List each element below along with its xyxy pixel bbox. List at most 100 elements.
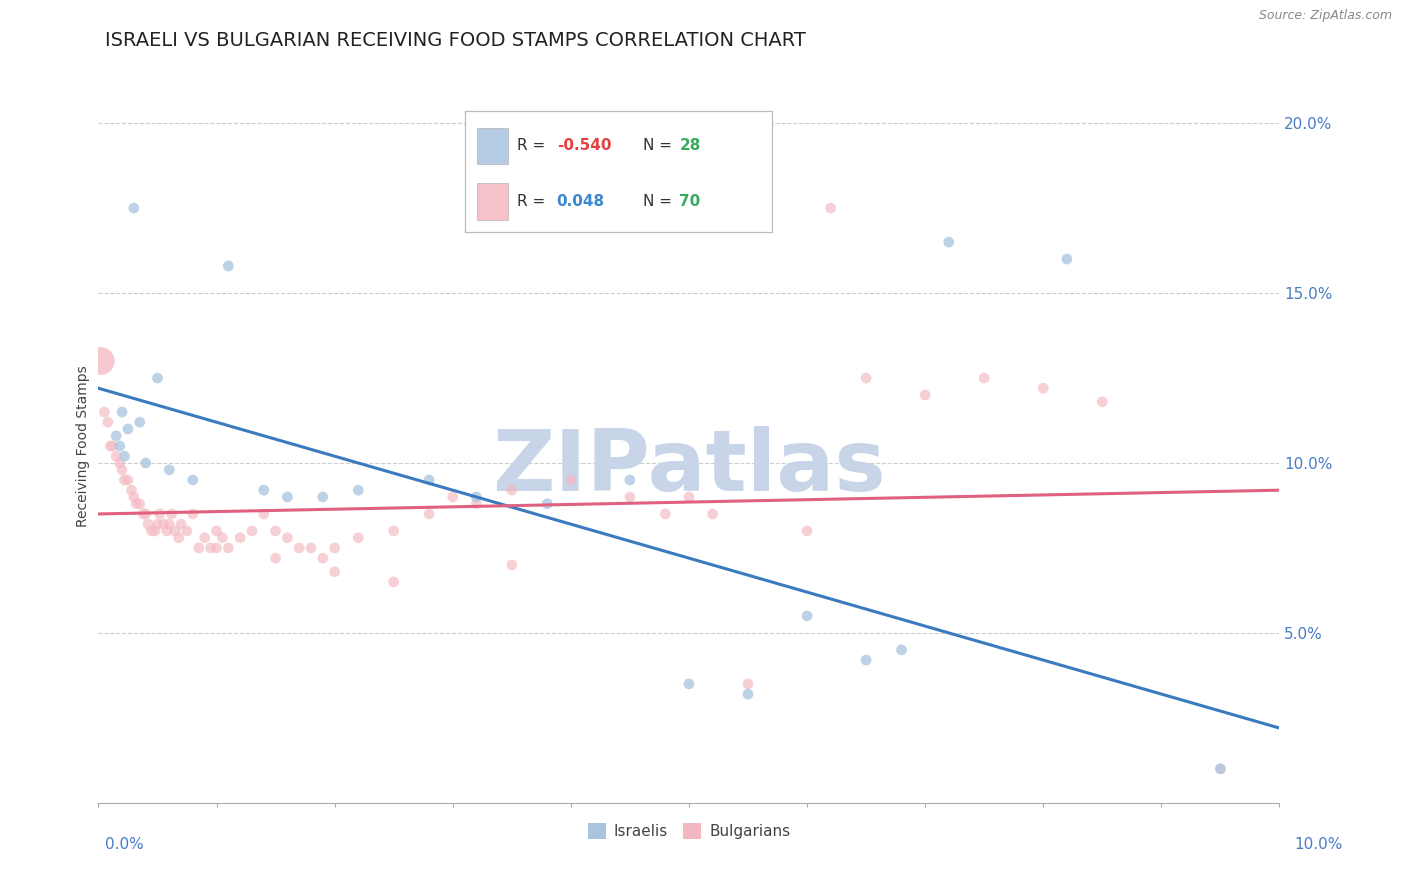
- Point: [382, 524, 405, 538]
- Point: [1209, 762, 1232, 776]
- Point: [253, 507, 276, 521]
- Point: [117, 473, 139, 487]
- Point: [276, 490, 298, 504]
- Point: [205, 541, 228, 555]
- Point: [152, 517, 174, 532]
- Point: [136, 517, 159, 532]
- Point: [105, 449, 128, 463]
- Text: Source: ZipAtlas.com: Source: ZipAtlas.com: [1258, 9, 1392, 22]
- Point: [382, 574, 405, 589]
- Point: [855, 371, 877, 385]
- Point: [1209, 762, 1232, 776]
- Point: [796, 608, 818, 623]
- Point: [112, 473, 135, 487]
- Point: [619, 473, 641, 487]
- Point: [125, 497, 148, 511]
- Point: [702, 507, 724, 521]
- Point: [855, 653, 877, 667]
- Point: [98, 439, 121, 453]
- Point: [299, 541, 322, 555]
- Point: [170, 517, 193, 532]
- Point: [619, 490, 641, 504]
- Point: [1032, 381, 1054, 395]
- Point: [347, 531, 370, 545]
- Point: [141, 524, 163, 538]
- Point: [211, 531, 233, 545]
- Point: [122, 490, 145, 504]
- Point: [737, 677, 759, 691]
- Point: [105, 429, 128, 443]
- Text: 10.0%: 10.0%: [1295, 837, 1343, 852]
- Point: [117, 422, 139, 436]
- Point: [135, 456, 157, 470]
- Text: ZIPatlas: ZIPatlas: [492, 425, 886, 509]
- Point: [217, 541, 239, 555]
- Point: [97, 415, 120, 429]
- Point: [312, 490, 335, 504]
- Point: [418, 473, 440, 487]
- Point: [560, 473, 582, 487]
- Point: [156, 524, 179, 538]
- Point: [654, 507, 676, 521]
- Point: [312, 551, 335, 566]
- Point: [276, 531, 298, 545]
- Point: [501, 483, 523, 498]
- Y-axis label: Receiving Food Stamps: Receiving Food Stamps: [76, 365, 90, 527]
- Point: [108, 439, 131, 453]
- Point: [160, 507, 183, 521]
- Point: [264, 551, 287, 566]
- Point: [121, 483, 143, 498]
- Point: [101, 439, 124, 453]
- Point: [347, 483, 370, 498]
- Point: [441, 490, 464, 504]
- Point: [128, 497, 150, 511]
- Point: [181, 473, 204, 487]
- Point: [205, 524, 228, 538]
- Point: [240, 524, 263, 538]
- Point: [93, 405, 115, 419]
- Point: [536, 497, 558, 511]
- Point: [501, 558, 523, 572]
- Point: [678, 677, 700, 691]
- Point: [253, 483, 276, 498]
- Point: [181, 507, 204, 521]
- Point: [796, 524, 818, 538]
- Point: [418, 507, 440, 521]
- Point: [465, 490, 488, 504]
- Point: [146, 371, 169, 385]
- Point: [194, 531, 217, 545]
- Point: [938, 235, 960, 249]
- Point: [323, 565, 346, 579]
- Point: [122, 201, 145, 215]
- Point: [157, 463, 180, 477]
- Point: [112, 449, 135, 463]
- Point: [132, 507, 155, 521]
- Legend: Israelis, Bulgarians: Israelis, Bulgarians: [582, 817, 796, 845]
- Point: [187, 541, 209, 555]
- Point: [890, 643, 912, 657]
- Point: [465, 497, 488, 511]
- Point: [820, 201, 842, 215]
- Text: 0.0%: 0.0%: [105, 837, 145, 852]
- Point: [143, 524, 166, 538]
- Point: [1056, 252, 1078, 266]
- Point: [146, 517, 169, 532]
- Point: [165, 524, 187, 538]
- Point: [108, 456, 131, 470]
- Point: [200, 541, 222, 555]
- Point: [135, 507, 157, 521]
- Point: [229, 531, 252, 545]
- Point: [128, 415, 150, 429]
- Point: [973, 371, 995, 385]
- Point: [737, 687, 759, 701]
- Point: [176, 524, 198, 538]
- Point: [111, 463, 134, 477]
- Point: [167, 531, 190, 545]
- Point: [149, 507, 172, 521]
- Point: [90, 354, 112, 368]
- Point: [678, 490, 700, 504]
- Point: [288, 541, 311, 555]
- Point: [323, 541, 346, 555]
- Text: ISRAELI VS BULGARIAN RECEIVING FOOD STAMPS CORRELATION CHART: ISRAELI VS BULGARIAN RECEIVING FOOD STAM…: [105, 31, 806, 50]
- Point: [217, 259, 239, 273]
